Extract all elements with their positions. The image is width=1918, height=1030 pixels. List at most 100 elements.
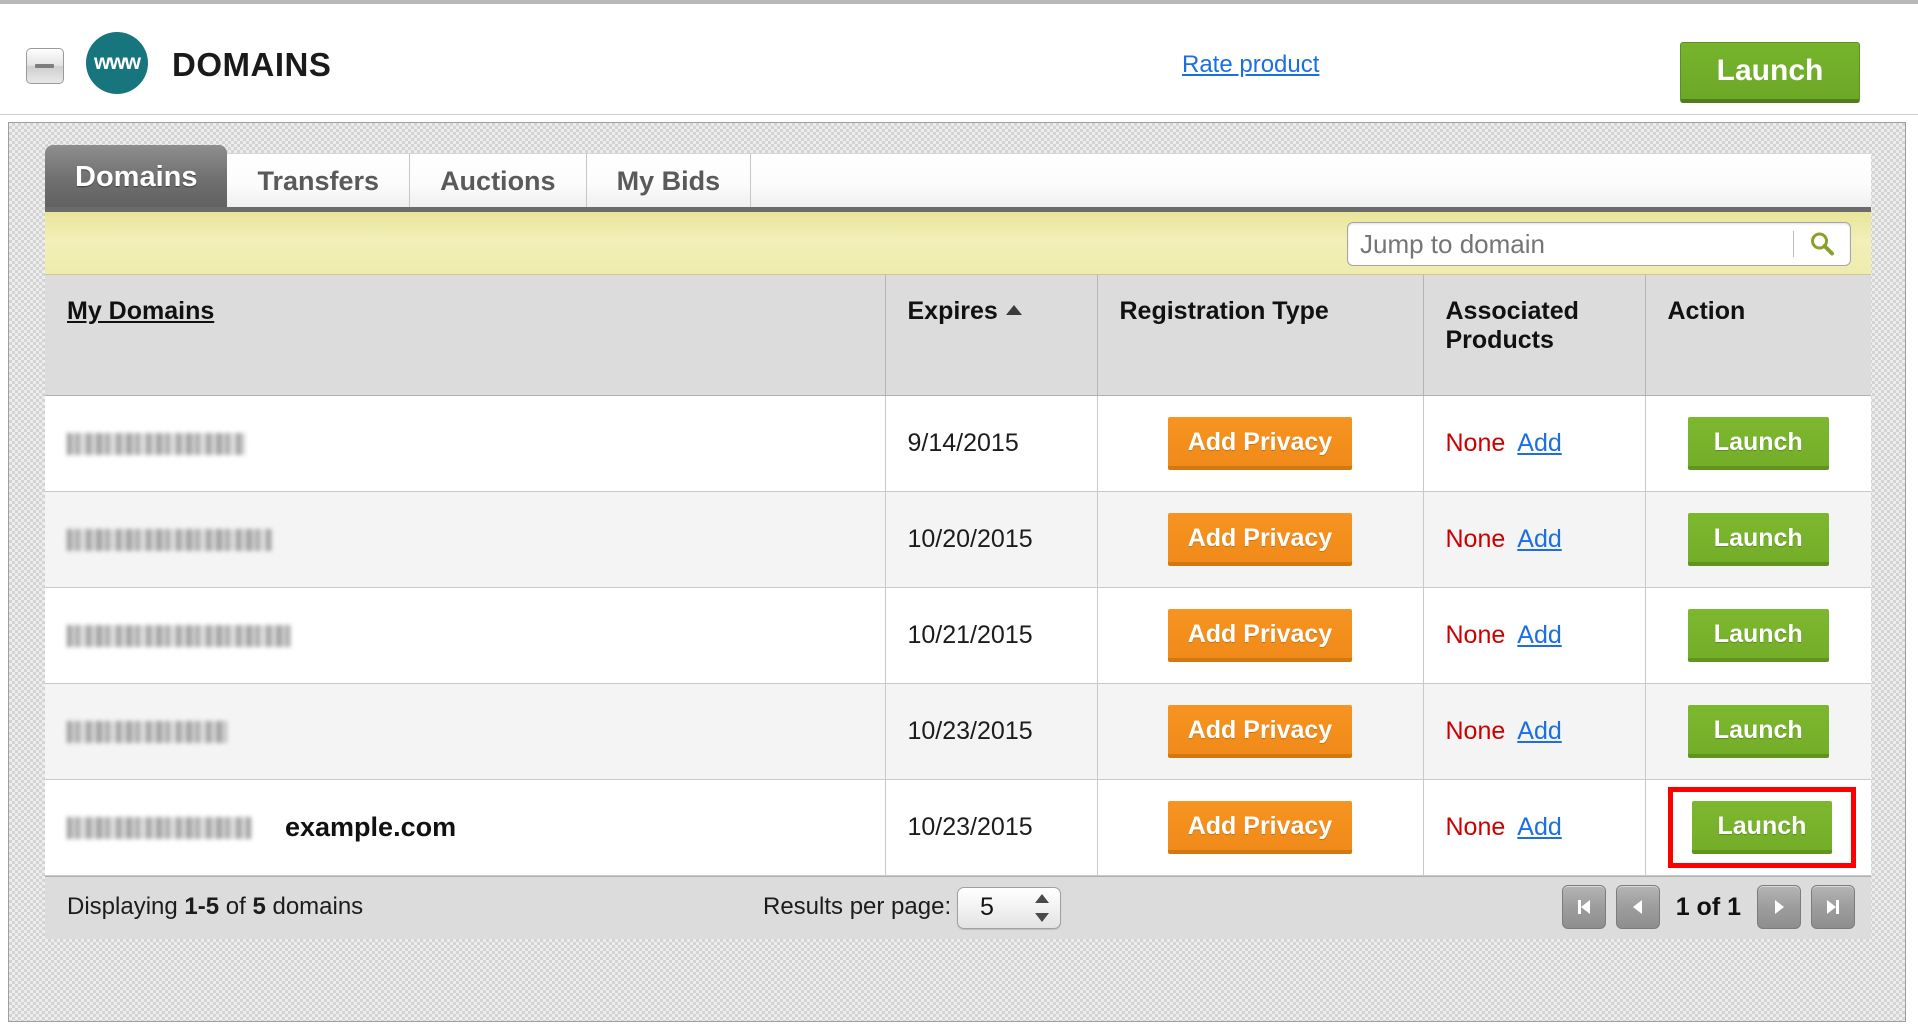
tab-bar: Domains Transfers Auctions My Bids — [45, 145, 1871, 209]
table-row: 10/21/2015 Add Privacy None Add Launch — [45, 587, 1871, 684]
sort-ascending-icon — [1005, 305, 1022, 315]
next-page-icon[interactable] — [1757, 885, 1801, 929]
cell-action: Launch — [1645, 395, 1871, 492]
cell-associated-products: None Add — [1423, 683, 1646, 780]
row-launch-button[interactable]: Launch — [1687, 513, 1829, 566]
results-per-page-value: 5 — [980, 893, 994, 921]
cell-domain — [45, 683, 886, 780]
table-row: 9/14/2015 Add Privacy None Add Launch — [45, 395, 1871, 492]
cell-expires: 10/20/2015 — [885, 491, 1098, 588]
tab-domains[interactable]: Domains — [45, 145, 228, 209]
displaying-range: 1-5 — [184, 893, 220, 920]
column-header-domain[interactable]: My Domains — [45, 275, 886, 396]
cell-expires: 10/23/2015 — [885, 779, 1098, 876]
column-header-expires[interactable]: Expires — [885, 275, 1098, 396]
cell-action: Launch — [1645, 779, 1871, 876]
associated-products-add-link[interactable]: Add — [1517, 621, 1562, 649]
displaying-suffix: domains — [265, 893, 364, 920]
first-page-icon[interactable] — [1561, 885, 1606, 929]
search-input[interactable] — [1348, 228, 1793, 260]
page-title: DOMAINS — [172, 46, 332, 83]
cell-action: Launch — [1645, 587, 1871, 684]
stepper-down-icon[interactable] — [1035, 913, 1049, 922]
associated-products-add-link[interactable]: Add — [1517, 717, 1562, 745]
redacted-domain-name — [67, 625, 291, 648]
cell-domain — [45, 587, 886, 684]
displaying-prefix: Displaying — [67, 893, 185, 920]
cell-registration-type: Add Privacy — [1097, 491, 1424, 588]
associated-products-status: None — [1445, 813, 1506, 841]
table-footer: Displaying 1-5 of 5 domains Results per … — [45, 876, 1871, 939]
page-header: www DOMAINS Rate product Launch — [0, 4, 1918, 115]
associated-products-status: None — [1445, 525, 1506, 553]
stepper-arrows-icon[interactable] — [1035, 894, 1049, 922]
column-header-associated-products[interactable]: Associated Products — [1423, 275, 1646, 396]
www-logo-text: www — [93, 51, 141, 74]
associated-products-add-link[interactable]: Add — [1517, 525, 1562, 553]
last-page-icon[interactable] — [1811, 885, 1855, 929]
row-launch-button[interactable]: Launch — [1687, 705, 1829, 758]
row-launch-button[interactable]: Launch — [1687, 417, 1829, 470]
www-logo-icon: www — [86, 32, 148, 94]
column-header-expires-label: Expires — [907, 297, 998, 325]
pagination-controls: 1 of 1 — [1561, 885, 1855, 929]
results-per-page-label: Results per page: — [763, 893, 952, 920]
cell-action: Launch — [1645, 491, 1871, 588]
add-privacy-button[interactable]: Add Privacy — [1167, 705, 1353, 758]
window-top-border — [0, 0, 1918, 4]
add-privacy-button[interactable]: Add Privacy — [1167, 513, 1353, 566]
row-launch-button-highlighted[interactable]: Launch — [1691, 801, 1833, 854]
collapse-toggle-icon[interactable] — [26, 48, 64, 84]
table-body: 9/14/2015 Add Privacy None Add Launch — [45, 395, 1871, 876]
row-launch-button[interactable]: Launch — [1687, 609, 1829, 662]
table-header-row: My Domains Expires Registration Type Ass… — [45, 275, 1871, 396]
cell-domain: example.com — [45, 779, 886, 876]
tab-my-bids[interactable]: My Bids — [586, 153, 752, 209]
stepper-up-icon[interactable] — [1035, 894, 1049, 903]
redacted-domain-name — [67, 721, 227, 744]
cell-action: Launch — [1645, 683, 1871, 780]
search-icon[interactable] — [1794, 224, 1850, 264]
table-row: 10/20/2015 Add Privacy None Add Launch — [45, 491, 1871, 588]
cell-expires: 10/21/2015 — [885, 587, 1098, 684]
displaying-total: 5 — [252, 893, 266, 920]
search-divider — [1793, 231, 1794, 257]
cell-expires: 10/23/2015 — [885, 683, 1098, 780]
rate-product-link[interactable]: Rate product — [1182, 51, 1320, 78]
annotation-highlight-box: Launch — [1667, 787, 1857, 868]
cell-registration-type: Add Privacy — [1097, 587, 1424, 684]
column-header-registration-type[interactable]: Registration Type — [1097, 275, 1424, 396]
column-header-action: Action — [1645, 275, 1871, 396]
cell-associated-products: None Add — [1423, 395, 1646, 492]
tab-auctions[interactable]: Auctions — [410, 153, 587, 209]
associated-products-add-link[interactable]: Add — [1517, 429, 1562, 457]
cell-domain — [45, 395, 886, 492]
associated-products-add-link[interactable]: Add — [1517, 813, 1562, 841]
redacted-domain-name — [67, 529, 272, 552]
domain-name-label: example.com — [285, 812, 457, 842]
associated-products-status: None — [1445, 621, 1506, 649]
associated-products-status: None — [1445, 429, 1506, 457]
table-row: example.com 10/23/2015 Add Privacy None A… — [45, 779, 1871, 876]
add-privacy-button[interactable]: Add Privacy — [1167, 609, 1353, 662]
column-header-domain-label[interactable]: My Domains — [67, 297, 215, 325]
cell-associated-products: None Add — [1423, 587, 1646, 684]
tab-transfers[interactable]: Transfers — [227, 153, 411, 209]
add-privacy-button[interactable]: Add Privacy — [1167, 801, 1353, 854]
redacted-domain-name — [67, 816, 251, 839]
cell-associated-products: None Add — [1423, 779, 1646, 876]
results-per-page-select[interactable]: 5 — [957, 887, 1061, 929]
displaying-mid: of — [219, 893, 253, 920]
prev-page-icon[interactable] — [1615, 885, 1660, 929]
page-indicator: 1 of 1 — [1675, 892, 1741, 921]
cell-expires: 9/14/2015 — [885, 395, 1098, 492]
displaying-summary: Displaying 1-5 of 5 domains — [67, 893, 363, 921]
associated-products-status: None — [1445, 717, 1506, 745]
search-box[interactable] — [1347, 222, 1851, 266]
cell-registration-type: Add Privacy — [1097, 683, 1424, 780]
add-privacy-button[interactable]: Add Privacy — [1167, 417, 1353, 470]
search-strip — [45, 212, 1871, 275]
header-launch-button[interactable]: Launch — [1680, 42, 1860, 103]
cell-associated-products: None Add — [1423, 491, 1646, 588]
